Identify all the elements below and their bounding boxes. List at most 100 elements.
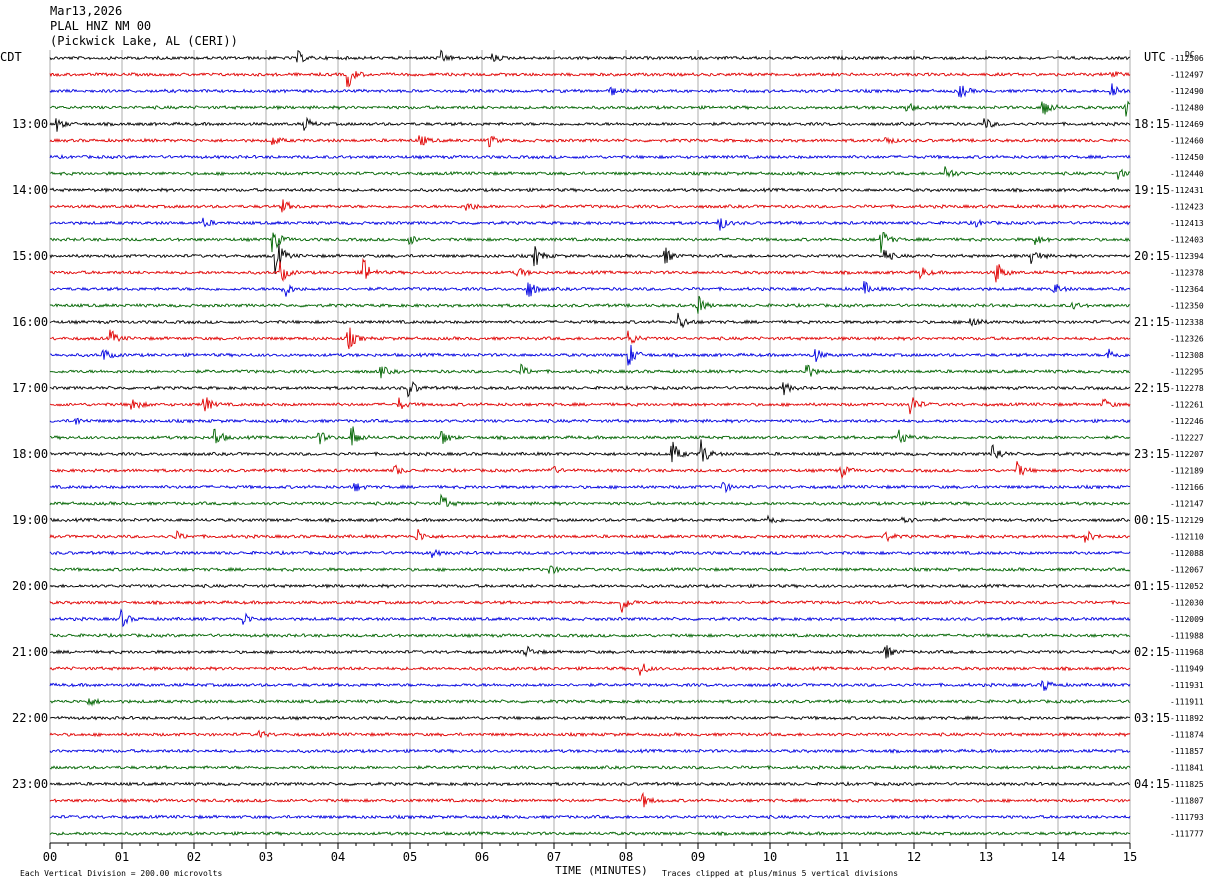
left-time-label: 20:00 bbox=[12, 579, 48, 593]
trace-33 bbox=[49, 599, 1131, 613]
trace-36 bbox=[49, 645, 1131, 659]
x-tick-label: 05 bbox=[403, 850, 417, 864]
trace-46 bbox=[49, 814, 1131, 820]
dc-offset-label: -112480 bbox=[1170, 104, 1204, 113]
trace-47 bbox=[49, 830, 1131, 837]
trace-13 bbox=[49, 257, 1131, 283]
chart-location: (Pickwick Lake, AL (CERI)) bbox=[50, 34, 238, 48]
dc-offset-label: -112207 bbox=[1170, 450, 1204, 459]
trace-10 bbox=[49, 217, 1131, 231]
trace-16 bbox=[49, 312, 1131, 329]
right-time-label: 00:15 bbox=[1134, 513, 1170, 527]
scale-note: Each Vertical Division = 200.00 microvol… bbox=[20, 869, 222, 878]
left-time-label: 19:00 bbox=[12, 513, 48, 527]
right-time-label: 01:15 bbox=[1134, 579, 1170, 593]
x-tick-label: 06 bbox=[475, 850, 489, 864]
x-tick-label: 10 bbox=[763, 850, 777, 864]
dc-offset-label: -112246 bbox=[1170, 417, 1204, 426]
minute-gridlines bbox=[49, 50, 1131, 843]
dc-offset-label: -112469 bbox=[1170, 120, 1204, 129]
dc-offset-label: -112261 bbox=[1170, 401, 1204, 410]
dc-offset-label: -111777 bbox=[1170, 830, 1204, 839]
dc-offset-label: -112364 bbox=[1170, 285, 1204, 294]
trace-37 bbox=[49, 663, 1131, 676]
dc-offset-label: -112052 bbox=[1170, 582, 1204, 591]
dc-offset-label: -112067 bbox=[1170, 566, 1204, 575]
dc-offset-label: -112431 bbox=[1170, 186, 1204, 195]
trace-24 bbox=[49, 439, 1131, 463]
dc-offset-label: -111949 bbox=[1170, 665, 1204, 674]
trace-31 bbox=[49, 565, 1131, 575]
trace-29 bbox=[49, 529, 1130, 543]
x-tick-label: 01 bbox=[115, 850, 129, 864]
right-time-label: 21:15 bbox=[1134, 315, 1170, 329]
chart-station-title: PLAL HNZ NM 00 bbox=[50, 19, 151, 33]
dc-offset-label: -112403 bbox=[1170, 236, 1204, 245]
right-time-label: 20:15 bbox=[1134, 249, 1170, 263]
dc-offset-label: -111892 bbox=[1170, 714, 1204, 723]
trace-21 bbox=[49, 397, 1131, 415]
dc-offset-labels: -112506 -112497 -112490 -112480 -112469 -1124… bbox=[1170, 54, 1204, 839]
x-tick-label: 15 bbox=[1123, 850, 1137, 864]
dc-offset-label: -112227 bbox=[1170, 434, 1204, 443]
trace-14 bbox=[49, 281, 1131, 297]
trace-18 bbox=[50, 344, 1131, 366]
left-time-label: 22:00 bbox=[12, 711, 48, 725]
x-axis: 00 01 02 03 04 05 06 07 08 09 10 11 12 13 14 15 bbox=[43, 842, 1137, 864]
trace-28 bbox=[49, 514, 1131, 524]
dc-offset-label: -111988 bbox=[1170, 632, 1204, 641]
dc-offset-label: -112490 bbox=[1170, 87, 1204, 96]
trace-43 bbox=[49, 764, 1131, 771]
trace-15 bbox=[49, 295, 1131, 314]
dc-offset-label: -111793 bbox=[1170, 813, 1204, 822]
trace-1 bbox=[49, 71, 1131, 88]
dc-offset-label: -111807 bbox=[1170, 797, 1204, 806]
dc-offset-label: -112147 bbox=[1170, 500, 1204, 509]
right-time-label: 19:15 bbox=[1134, 183, 1170, 197]
dc-offset-label: -112326 bbox=[1170, 335, 1204, 344]
right-time-label: 03:15 bbox=[1134, 711, 1170, 725]
trace-45 bbox=[49, 791, 1131, 808]
trace-25 bbox=[49, 461, 1131, 480]
trace-22 bbox=[49, 417, 1131, 425]
seismic-traces bbox=[49, 49, 1131, 837]
trace-12 bbox=[49, 243, 1131, 274]
left-time-label: 23:00 bbox=[12, 777, 48, 791]
dc-offset-label: -112497 bbox=[1170, 71, 1204, 80]
left-time-label: 16:00 bbox=[12, 315, 48, 329]
dc-offset-label: -111931 bbox=[1170, 681, 1204, 690]
dc-label: DC bbox=[1185, 50, 1195, 59]
dc-offset-label: -112110 bbox=[1170, 533, 1204, 542]
dc-offset-label: -112278 bbox=[1170, 384, 1204, 393]
dc-offset-label: -112009 bbox=[1170, 615, 1204, 624]
dc-offset-label: -112030 bbox=[1170, 599, 1204, 608]
x-axis-label: TIME (MINUTES) bbox=[555, 864, 648, 877]
right-time-label: 23:15 bbox=[1134, 447, 1170, 461]
x-tick-label: 08 bbox=[619, 850, 633, 864]
x-tick-label: 11 bbox=[835, 850, 849, 864]
dc-offset-label: -112350 bbox=[1170, 302, 1204, 311]
x-tick-label: 13 bbox=[979, 850, 993, 864]
dc-offset-label: -111911 bbox=[1170, 698, 1204, 707]
right-time-label: 02:15 bbox=[1134, 645, 1170, 659]
dc-offset-label: -111841 bbox=[1170, 764, 1204, 773]
dc-offset-label: -112440 bbox=[1170, 170, 1204, 179]
right-time-label: 04:15 bbox=[1134, 777, 1170, 791]
x-tick-label: 00 bbox=[43, 850, 57, 864]
trace-34 bbox=[49, 608, 1131, 628]
dc-offset-label: -112394 bbox=[1170, 252, 1204, 261]
trace-41 bbox=[49, 729, 1131, 739]
trace-42 bbox=[49, 748, 1131, 754]
x-tick-label: 12 bbox=[907, 850, 921, 864]
trace-20 bbox=[49, 381, 1131, 398]
left-time-label: 17:00 bbox=[12, 381, 48, 395]
dc-offset-label: -112166 bbox=[1170, 483, 1204, 492]
left-timezone-label: CDT bbox=[0, 50, 22, 64]
right-time-labels: 18:15 19:15 20:15 21:15 22:15 23:15 00:15 01:15… bbox=[1134, 117, 1170, 791]
left-time-label: 14:00 bbox=[12, 183, 48, 197]
dc-offset-label: -112506 bbox=[1170, 54, 1204, 63]
trace-2 bbox=[49, 83, 1131, 98]
trace-23 bbox=[50, 426, 1131, 446]
trace-17 bbox=[50, 327, 1131, 350]
